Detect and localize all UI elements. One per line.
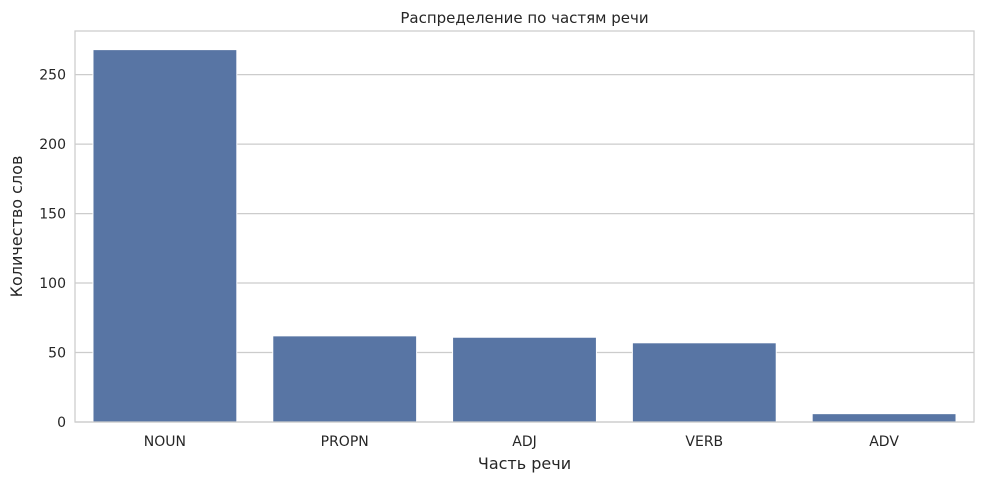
y-tick-label: 250 [39,68,66,84]
x-axis-label: Часть речи [478,454,571,473]
bars [92,49,957,423]
y-tick-labels: 0 50 100 150 200 250 [39,68,66,431]
chart-title: Распределение по частям речи [400,9,648,27]
bar-verb [631,342,777,423]
bar-noun [92,49,238,423]
x-tick-label: ADJ [512,434,537,450]
x-tick-label: VERB [685,434,723,450]
y-tick-label: 200 [39,137,66,153]
plot-frame [74,30,975,423]
y-tick-label: 100 [39,276,66,292]
y-tick-label: 0 [57,415,66,431]
bar-adj [452,336,597,423]
y-tick-label: 150 [39,207,66,223]
y-axis-label: Количество слов [7,156,26,298]
y-tick-label: 50 [48,346,66,362]
x-tick-label: ADV [869,434,899,450]
bar-adv [811,413,957,423]
x-tick-label: NOUN [144,434,186,450]
x-tick-label: PROPN [321,434,369,450]
bar-propn [272,335,418,423]
x-tick-labels: NOUN PROPN ADJ VERB ADV [144,434,900,450]
